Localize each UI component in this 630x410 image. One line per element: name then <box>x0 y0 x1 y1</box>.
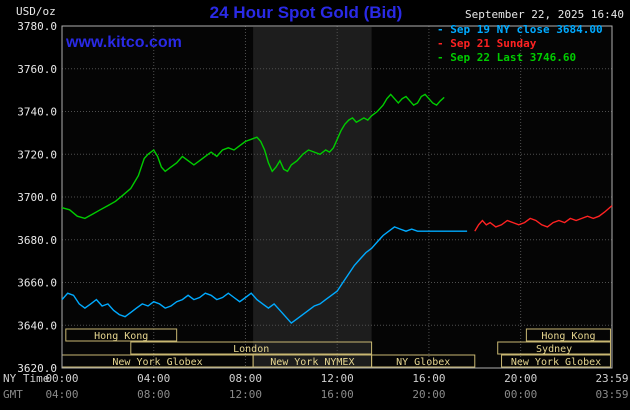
y-axis-tick-label: 3780.0 <box>17 20 57 33</box>
session-label-london: London <box>233 344 269 355</box>
plot-border <box>61 25 613 369</box>
session-box-new-york-globex-pm <box>501 354 611 368</box>
session-label-hong-kong-early: Hong Kong <box>94 331 148 342</box>
x-axis-tick-label-ny: 23:59 <box>595 372 628 385</box>
session-label-hong-kong-late: Hong Kong <box>541 331 595 342</box>
y-axis-tick-label: 3740.0 <box>17 106 57 119</box>
session-box-ny-globex <box>371 354 476 368</box>
units-label: USD/oz <box>16 5 56 18</box>
legend-label-sep19: Sep 19 NY close 3684.00 <box>450 23 603 36</box>
x-axis-tick-label-gmt: 00:00 <box>504 388 537 401</box>
session-label-new-york-nymex: New York NYMEX <box>270 357 354 368</box>
y-axis-tick-label: 3720.0 <box>17 148 57 161</box>
legend-item-sep21: - Sep 21 Sunday <box>437 37 603 51</box>
legend-item-sep19: - Sep 19 NY close 3684.00 <box>437 23 603 37</box>
session-box-london <box>130 341 373 355</box>
series-line-sep19 <box>61 226 468 325</box>
x-axis-tick-label-ny: 20:00 <box>504 372 537 385</box>
legend-dash-icon: - <box>437 51 451 64</box>
x-axis-tick-label-gmt: 12:00 <box>229 388 262 401</box>
session-box-sydney <box>497 341 611 355</box>
session-box-hong-kong-early <box>65 328 178 342</box>
x-axis-tick-label-ny: 00:00 <box>45 372 78 385</box>
x-axis-tick-label-gmt: 20:00 <box>412 388 445 401</box>
session-label-new-york-globex-am: New York Globex <box>112 357 202 368</box>
x-axis-tick-label-gmt: 04:00 <box>45 388 78 401</box>
y-axis-tick-label: 3680.0 <box>17 234 57 247</box>
gmt-axis-label: GMT <box>3 388 23 401</box>
ny-time-axis-label: NY Time <box>3 372 50 385</box>
chart-title: 24 Hour Spot Gold (Bid) <box>209 3 403 22</box>
y-axis-tick-label: 3700.0 <box>17 191 57 204</box>
series-line-sep21 <box>474 205 613 232</box>
x-axis-tick-label-gmt: 16:00 <box>321 388 354 401</box>
y-axis-tick-label: 3760.0 <box>17 63 57 76</box>
legend: - Sep 19 NY close 3684.00 - Sep 21 Sunda… <box>437 23 603 65</box>
legend-label-sep21: Sep 21 Sunday <box>450 37 537 50</box>
x-axis-tick-label-gmt: 08:00 <box>137 388 170 401</box>
series-line-sep22 <box>61 93 445 220</box>
legend-label-sep22: Sep 22 Last 3746.60 <box>450 51 577 64</box>
datetime-label: September 22, 2025 16:40 <box>465 8 624 21</box>
x-axis-tick-label-ny: 16:00 <box>412 372 445 385</box>
session-box-hong-kong-late <box>525 328 611 342</box>
x-axis-tick-label-ny: 04:00 <box>137 372 170 385</box>
legend-item-sep22: - Sep 22 Last 3746.60 <box>437 51 603 65</box>
x-axis-tick-label-ny: 12:00 <box>321 372 354 385</box>
session-label-new-york-globex-pm: New York Globex <box>511 357 601 368</box>
session-label-ny-globex: NY Globex <box>396 357 450 368</box>
kitco-watermark-link[interactable]: www.kitco.com <box>66 34 182 51</box>
x-axis-tick-label-gmt: 03:59 <box>595 388 628 401</box>
legend-dash-icon: - <box>437 37 451 50</box>
legend-dash-icon: - <box>437 23 451 36</box>
x-axis-tick-label-ny: 08:00 <box>229 372 262 385</box>
y-axis-tick-label: 3620.0 <box>17 362 57 375</box>
session-label-sydney: Sydney <box>536 344 572 355</box>
y-axis-tick-label: 3660.0 <box>17 277 57 290</box>
y-axis-tick-label: 3640.0 <box>17 319 57 332</box>
